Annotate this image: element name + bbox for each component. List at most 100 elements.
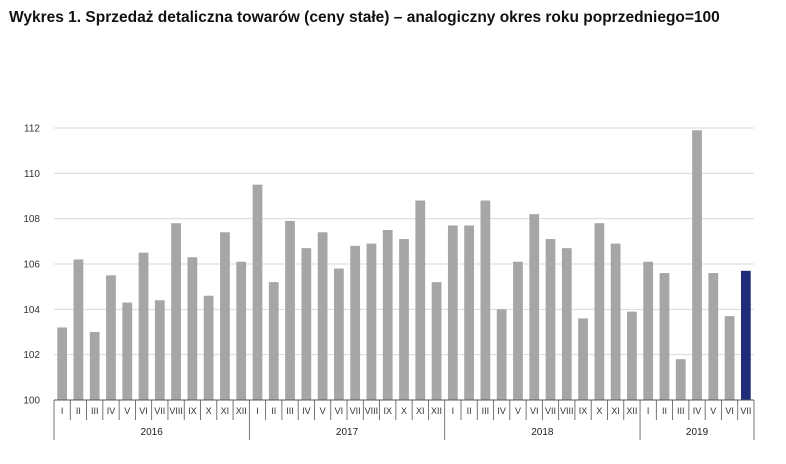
bar [57,327,68,400]
bar [89,332,100,400]
bar [643,261,654,400]
y-axis-tick-labels: 100 102 104 106 108 110 112 [23,124,40,407]
bar [334,268,344,400]
bar [594,223,605,400]
month-label: IX [188,406,197,416]
month-label: V [320,406,326,416]
month-label: II [467,406,472,416]
month-label: VI [139,406,148,416]
month-label: II [76,406,81,416]
bar [122,302,133,400]
month-label: III [482,406,490,416]
y-tick-label: 110 [24,169,40,180]
month-label: IX [579,406,588,416]
month-label: VIII [169,406,183,416]
month-label: III [91,406,99,416]
bar [382,230,393,400]
bar [659,273,670,400]
month-label: VI [335,406,344,416]
month-label: V [124,406,130,416]
chart-title: Wykres 1. Sprzedaż detaliczna towarów (c… [9,9,720,26]
bar [236,261,247,400]
month-label: X [401,406,407,416]
bar [708,273,719,400]
bar [301,248,312,400]
bar [138,252,149,400]
month-label: VII [545,406,556,416]
x-axis [53,399,755,440]
bar [73,259,84,400]
bar [610,243,621,400]
month-label: X [206,406,212,416]
bar [724,316,735,400]
month-label: III [677,406,685,416]
bar [252,184,263,400]
month-label: IV [497,406,506,416]
month-label: IV [107,406,116,416]
bar [187,257,198,400]
month-label: XI [611,406,620,416]
month-label: XII [236,406,247,416]
year-label: 2018 [531,427,554,438]
month-label: VII [154,406,165,416]
year-label: 2017 [336,427,359,438]
month-label: V [515,406,521,416]
month-label: IV [302,406,311,416]
month-label: II [662,406,667,416]
month-label: II [271,406,276,416]
y-tick-label: 102 [23,350,40,361]
bar [578,318,588,400]
bar [692,130,702,400]
bar [545,239,556,400]
bar [285,220,295,400]
year-labels: 2016 2017 2018 2019 [141,427,709,438]
bar [496,309,507,400]
month-label: VIII [560,406,574,416]
bar [106,275,116,400]
month-label: I [647,406,650,416]
bar [529,214,540,400]
bar [447,225,458,400]
month-label: XII [431,406,442,416]
month-label: VII [740,406,751,416]
month-label: III [286,406,294,416]
bar [268,282,279,400]
month-label: I [61,406,64,416]
month-label: V [710,406,716,416]
bar [415,200,426,400]
month-label: XI [221,406,230,416]
y-tick-label: 104 [23,305,40,316]
bar [513,261,523,400]
bar [464,225,474,400]
month-label: VI [530,406,539,416]
y-tick-label: 106 [23,260,40,271]
month-label: IV [693,406,702,416]
month-label: I [452,406,455,416]
month-label: XII [626,406,637,416]
y-tick-label: 112 [24,124,40,135]
bar [431,282,442,400]
month-labels: I II III IV V VI VII VIII IX X XI XII I II III IV V VI VII… [61,406,751,416]
month-label: I [256,406,259,416]
bar [203,295,214,400]
month-label: VI [725,406,734,416]
year-label: 2016 [141,427,164,438]
month-label: XI [416,406,425,416]
bar [220,232,230,400]
bar [561,248,572,400]
bar [366,243,377,400]
month-label: VII [350,406,361,416]
bar [171,223,181,400]
y-tick-label: 100 [23,396,40,407]
year-label: 2019 [686,427,709,438]
bar [350,245,361,400]
bar [399,239,409,400]
bar [480,200,491,400]
month-label: VIII [365,406,379,416]
bar [627,311,637,400]
bars [57,130,751,400]
bar [675,359,686,400]
y-tick-label: 108 [23,214,40,225]
month-label: X [596,406,602,416]
